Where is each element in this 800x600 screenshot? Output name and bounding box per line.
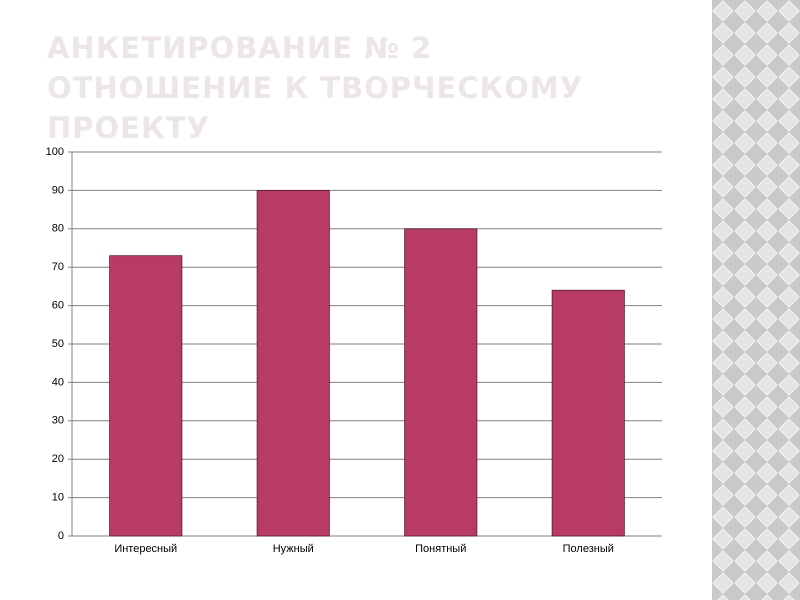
y-tick-label: 30 <box>52 415 64 427</box>
y-tick-label: 70 <box>52 261 64 273</box>
bar <box>551 289 625 537</box>
y-tick-label: 50 <box>52 338 64 350</box>
y-tick-label: 90 <box>52 184 64 196</box>
y-tick-label: 100 <box>46 146 64 158</box>
checker-pattern <box>712 0 800 600</box>
y-tick-label: 0 <box>58 530 64 542</box>
x-tick-label: Интересный <box>114 543 177 555</box>
y-tick-label: 40 <box>52 376 64 388</box>
slide-title: АНКЕТИРОВАНИЕ № 2 ОТНОШЕНИЕ К ТВОРЧЕСКОМУ… <box>47 28 647 148</box>
y-tick-label: 80 <box>52 223 64 235</box>
title-line: АНКЕТИРОВАНИЕ № 2 <box>47 31 433 65</box>
y-tick-label: 20 <box>52 453 64 465</box>
chart: 0 10 20 30 40 50 60 70 80 90 100 Интересный Нужный По… <box>45 145 662 555</box>
y-tick-label: 10 <box>52 492 64 504</box>
title-line: ОТНОШЕНИЕ К ТВОРЧЕСКОМУ ПРОЕКТУ <box>47 71 584 145</box>
decorative-strip <box>712 0 800 600</box>
bar <box>256 189 330 537</box>
bar <box>109 255 183 537</box>
x-tick-label: Нужный <box>273 543 314 555</box>
bar <box>404 228 478 537</box>
y-tick-label: 60 <box>52 300 64 312</box>
x-tick-label: Полезный <box>563 543 614 555</box>
x-tick-label: Понятный <box>415 543 466 555</box>
